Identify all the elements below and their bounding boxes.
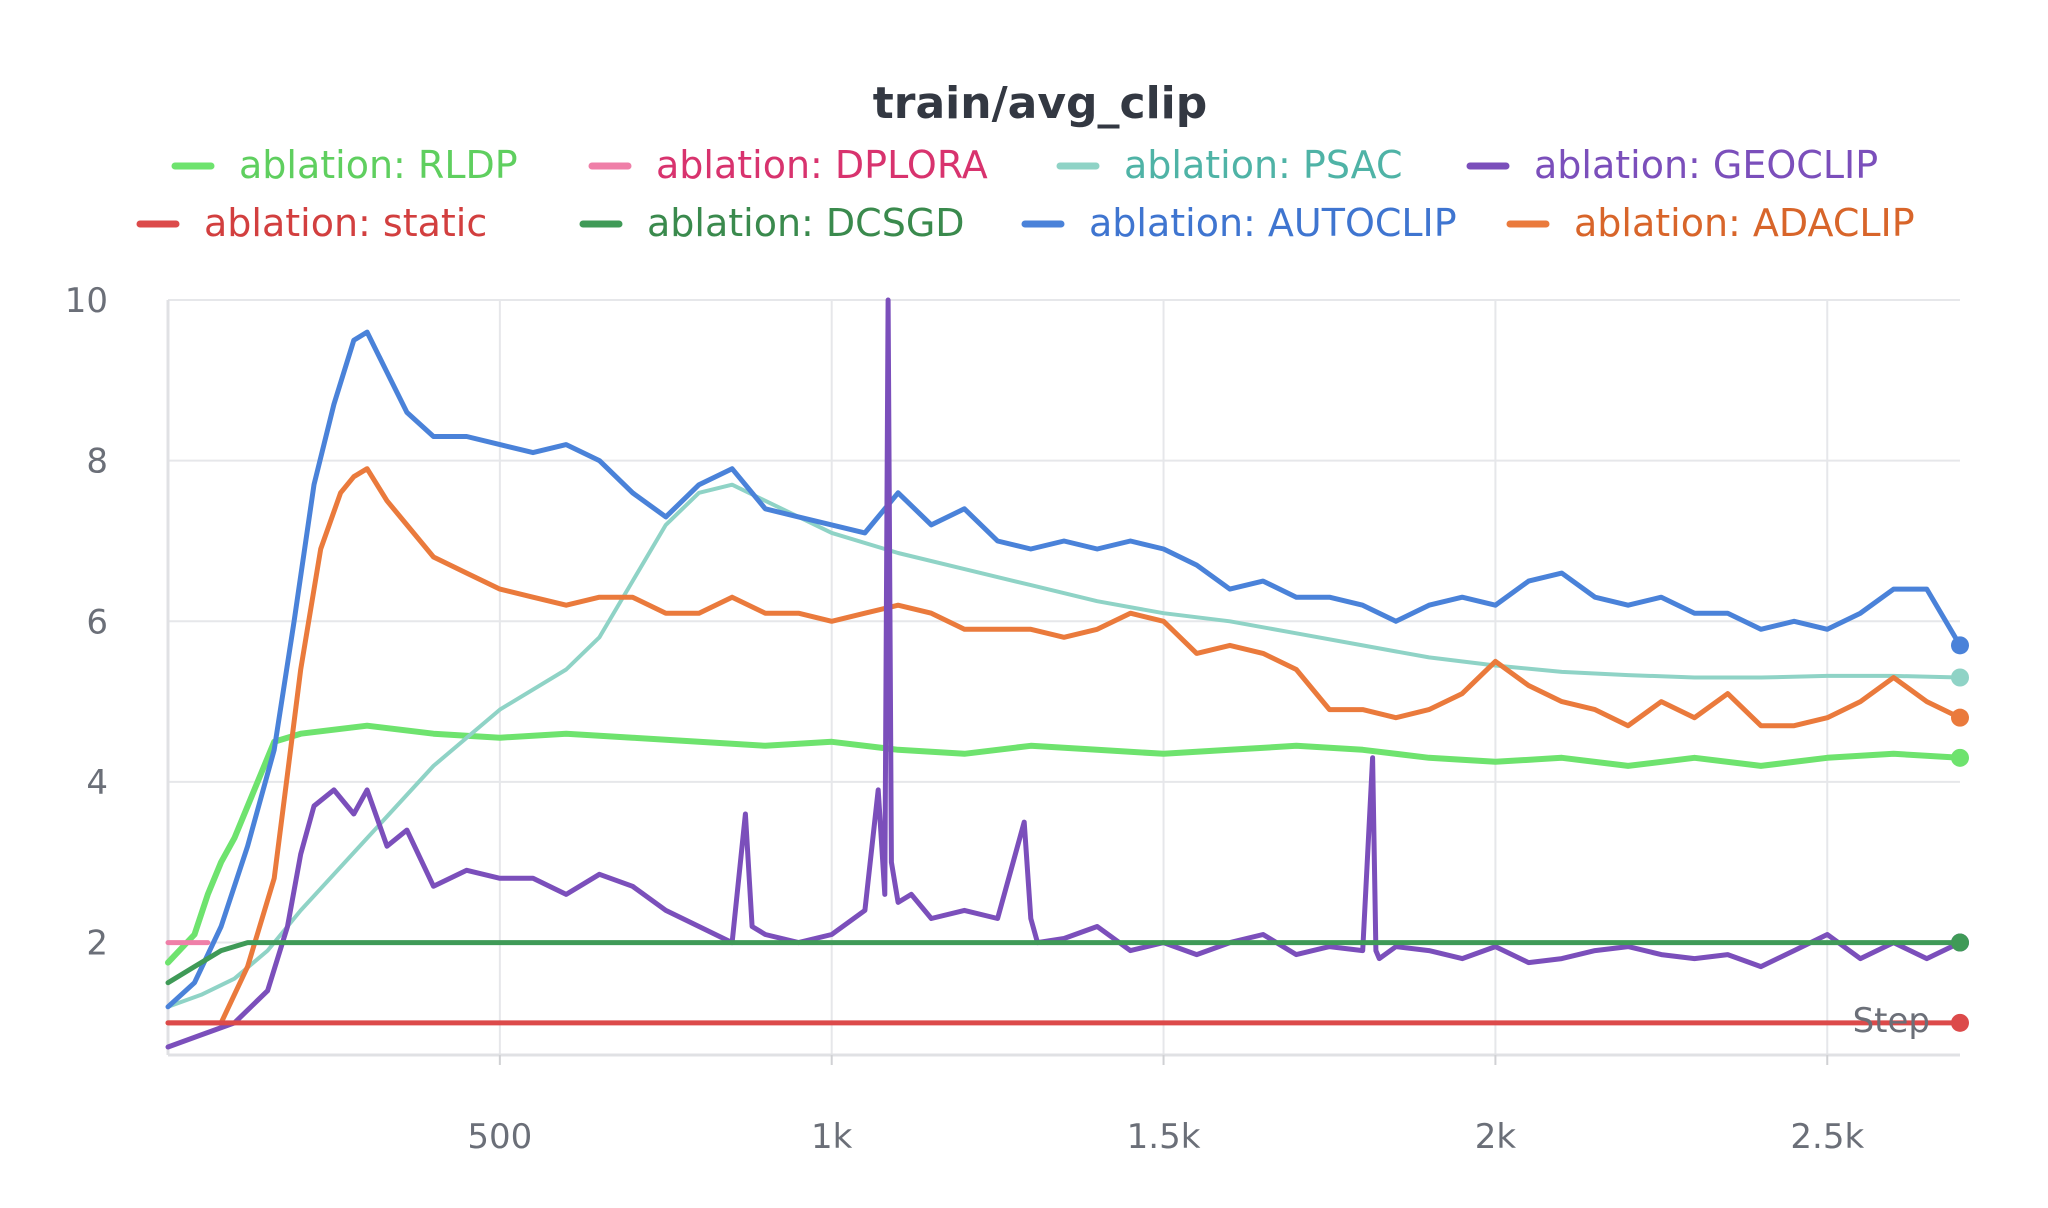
end-marker-psac [1951,668,1969,687]
legend-item-rldp[interactable]: ablation: RLDP [171,143,518,187]
end-marker-adaclip [1951,708,1969,727]
series-line-autoclip [165,329,1963,1010]
x-tick-label: 1.5k [1127,1117,1201,1157]
series-line-psac [166,482,1962,1009]
end-marker-rldp [1951,748,1969,767]
end-markers [1951,636,1969,1032]
series-line-dcsgd [165,940,1963,986]
end-marker-autoclip [1951,636,1969,655]
axes: 2 4 6 8 10 500 1k 1.5k 2k 2.5k [65,281,1960,1157]
legend-label: ablation: DCSGD [647,201,965,245]
legend-item-dcsgd[interactable]: ablation: DCSGD [579,201,965,245]
legend-label: ablation: PSAC [1124,143,1403,187]
legend-label: ablation: ADACLIP [1574,201,1915,245]
series-line-geoclip [165,297,1963,1050]
end-marker-dcsgd [1951,933,1969,952]
y-tick-label: 2 [86,924,108,964]
series-line-rldp [165,722,1963,966]
legend: ablation: RLDP ablation: DPLORA ablation: … [136,143,1915,245]
x-tick-label: 1k [811,1117,853,1157]
x-tick-label: 500 [467,1117,532,1157]
legend-label: ablation: DPLORA [656,143,988,187]
legend-item-geoclip[interactable]: ablation: GEOCLIP [1466,143,1878,187]
legend-item-psac[interactable]: ablation: PSAC [1056,143,1403,187]
chart-title: train/avg_clip [873,78,1208,129]
series-lines [165,297,1963,1050]
legend-label: ablation: AUTOCLIP [1089,201,1457,245]
legend-item-static[interactable]: ablation: static [136,201,487,245]
legend-label: ablation: static [204,201,487,245]
x-tick-label: 2k [1475,1117,1517,1157]
legend-item-autoclip[interactable]: ablation: AUTOCLIP [1021,201,1457,245]
y-tick-label: 10 [65,281,108,321]
legend-label: ablation: GEOCLIP [1534,143,1878,187]
y-tick-label: 8 [86,442,108,482]
end-marker-static [1951,1013,1969,1032]
series-line-adaclip [165,466,1963,1026]
legend-item-adaclip[interactable]: ablation: ADACLIP [1506,201,1915,245]
legend-label: ablation: RLDP [239,143,518,187]
y-tick-label: 4 [86,763,108,803]
x-tick-label: 2.5k [1790,1117,1864,1157]
y-tick-label: 6 [86,602,108,642]
x-axis-label: Step [1853,1001,1930,1041]
legend-item-dplora[interactable]: ablation: DPLORA [588,143,988,187]
